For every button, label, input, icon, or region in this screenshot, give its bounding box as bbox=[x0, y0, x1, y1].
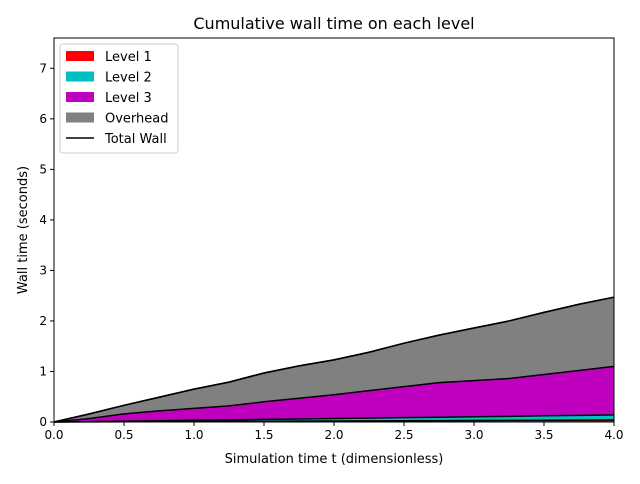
y-tick-label: 7 bbox=[39, 61, 47, 75]
area-level-3 bbox=[54, 366, 614, 422]
boundary-lines bbox=[53, 296, 615, 423]
chart-title: Cumulative wall time on each level bbox=[193, 14, 474, 33]
legend-swatch bbox=[66, 71, 94, 82]
legend-swatch bbox=[66, 51, 94, 61]
y-tick-label: 3 bbox=[39, 263, 47, 277]
x-tick-label: 2.0 bbox=[324, 428, 343, 442]
boundary-line-level-3 bbox=[53, 365, 615, 423]
y-tick-label: 0 bbox=[39, 415, 47, 429]
y-axis-label: Wall time (seconds) bbox=[16, 166, 31, 294]
legend-label: Overhead bbox=[105, 112, 169, 127]
boundary-line-level-2 bbox=[53, 414, 615, 423]
legend-label: Total Wall bbox=[104, 132, 167, 147]
legend-frame bbox=[59, 43, 179, 154]
legend-label: Level 2 bbox=[105, 71, 152, 86]
legend-label: Level 1 bbox=[105, 50, 152, 65]
y-tick-label: 1 bbox=[39, 364, 47, 378]
legend-swatch bbox=[66, 92, 94, 102]
y-tick-label: 2 bbox=[39, 314, 47, 328]
y-tick-label: 6 bbox=[39, 112, 47, 126]
y-tick-label: 4 bbox=[39, 213, 47, 227]
x-tick-label: 4.0 bbox=[604, 428, 623, 442]
x-tick-label: 0.0 bbox=[44, 428, 63, 442]
x-tick-label: 1.5 bbox=[254, 428, 273, 442]
x-tick-label: 2.5 bbox=[394, 428, 413, 442]
legend-label: Level 3 bbox=[105, 91, 152, 106]
x-tick-label: 3.0 bbox=[464, 428, 483, 442]
x-tick-label: 0.5 bbox=[114, 428, 133, 442]
legend: Level 1 Level 2 Level 3 Overhead Total Wall bbox=[59, 43, 179, 154]
total-wall-line bbox=[53, 296, 615, 423]
x-axis-label: Simulation time t (dimensionless) bbox=[225, 452, 444, 467]
y-ticks: 0 1 2 3 4 5 6 7 bbox=[39, 61, 54, 429]
x-tick-label: 1.0 bbox=[184, 428, 203, 442]
legend-swatch bbox=[66, 112, 94, 123]
x-ticks: 0.0 0.5 1.0 1.5 2.0 2.5 3.0 3.5 4.0 bbox=[44, 422, 624, 442]
x-tick-label: 3.5 bbox=[534, 428, 553, 442]
y-tick-label: 5 bbox=[39, 162, 47, 176]
